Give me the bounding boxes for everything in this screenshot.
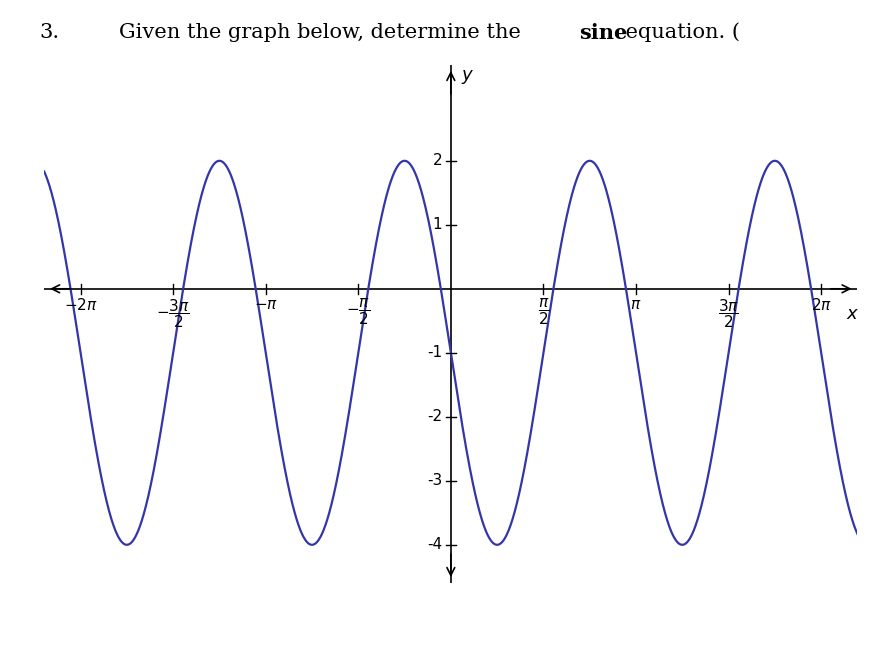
- Text: sine: sine: [579, 23, 628, 43]
- Text: 2: 2: [432, 154, 442, 168]
- Text: $\dfrac{\pi}{2}$: $\dfrac{\pi}{2}$: [537, 297, 549, 327]
- Text: 1: 1: [432, 217, 442, 232]
- Text: $-\dfrac{\pi}{2}$: $-\dfrac{\pi}{2}$: [346, 297, 370, 327]
- Text: Given the graph below, determine the: Given the graph below, determine the: [119, 23, 528, 41]
- Text: $2\pi$: $2\pi$: [811, 297, 832, 313]
- Text: $y$: $y$: [461, 68, 475, 86]
- Text: 3.: 3.: [40, 23, 60, 41]
- Text: $\pi$: $\pi$: [630, 297, 642, 312]
- Text: -4: -4: [427, 537, 442, 552]
- Text: $x$: $x$: [846, 305, 859, 323]
- Text: equation. (: equation. (: [619, 23, 740, 42]
- Text: -2: -2: [427, 410, 442, 424]
- Text: -3: -3: [427, 473, 442, 489]
- Text: $-\dfrac{3\pi}{2}$: $-\dfrac{3\pi}{2}$: [156, 297, 190, 330]
- Text: $-2\pi$: $-2\pi$: [64, 297, 97, 313]
- Text: -1: -1: [427, 345, 442, 360]
- Text: $\dfrac{3\pi}{2}$: $\dfrac{3\pi}{2}$: [718, 297, 739, 330]
- Text: $-\pi$: $-\pi$: [254, 297, 278, 312]
